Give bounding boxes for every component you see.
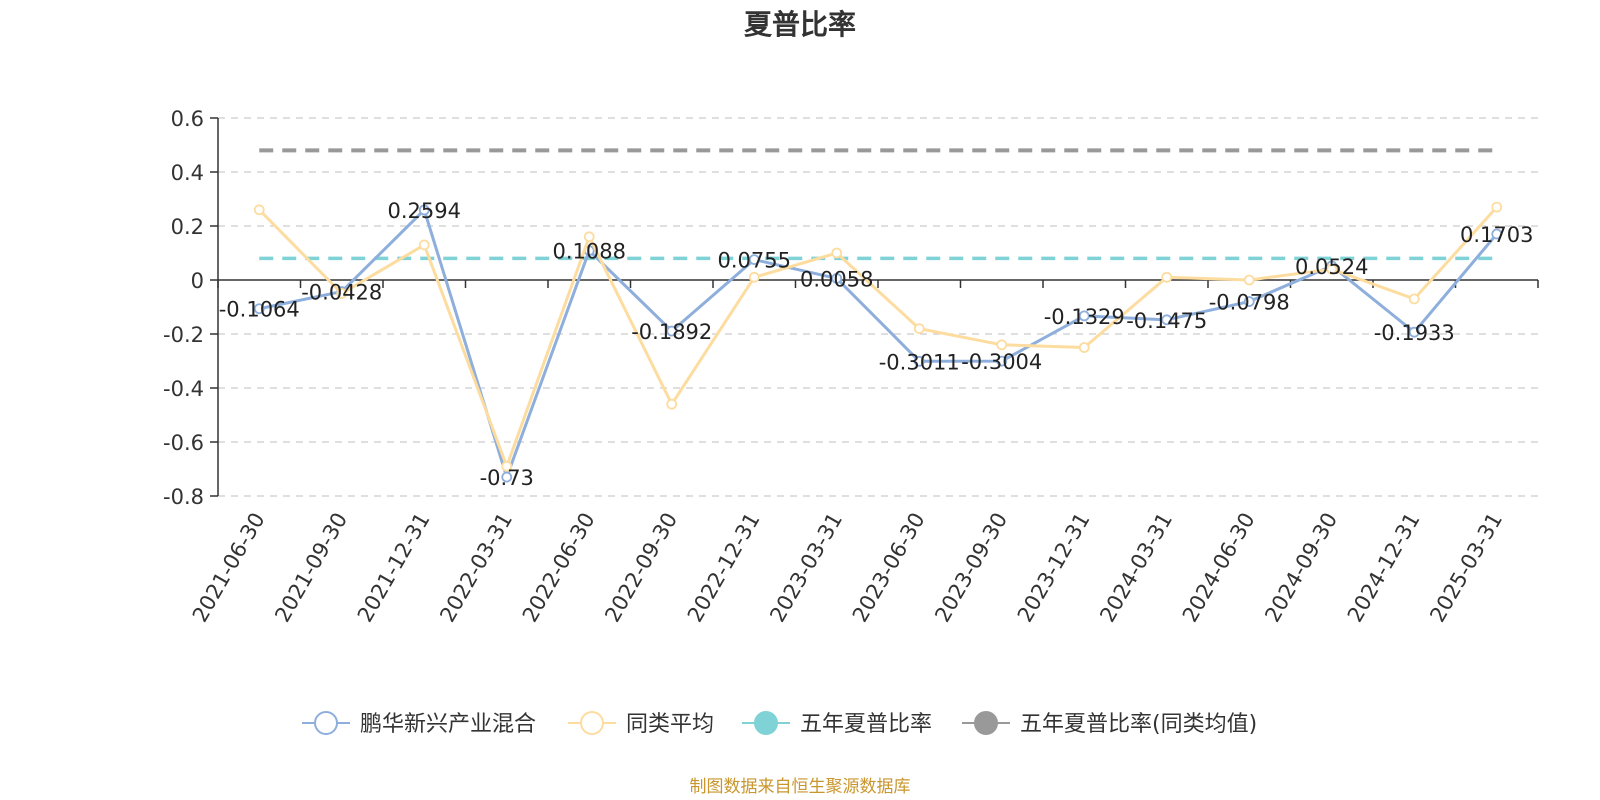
- legend-marker-icon: [974, 711, 998, 735]
- fund-point: [1161, 314, 1173, 326]
- data-label: 0.0058: [800, 267, 873, 291]
- x-tick-label: 2021-06-30: [188, 509, 270, 627]
- data-label: -0.1475: [1126, 309, 1207, 333]
- data-label: -0.73: [480, 466, 534, 490]
- x-tick-label: 2023-09-30: [930, 509, 1012, 627]
- data-label: -0.3011: [879, 350, 960, 374]
- peer-point: [501, 460, 513, 472]
- data-label: 0.1088: [553, 240, 626, 264]
- fund-point: [418, 204, 430, 216]
- peer-point: [913, 323, 925, 335]
- fund-point: [1078, 310, 1090, 322]
- x-tick-label: 2024-03-31: [1095, 509, 1177, 627]
- legend-label: 五年夏普比率(同类均值): [1020, 712, 1257, 737]
- peer-point: [996, 339, 1008, 351]
- peer-point: [666, 398, 678, 410]
- fund-series-line: [258, 208, 1498, 479]
- y-tick-label: 0: [191, 269, 204, 293]
- data-label: -0.1892: [631, 320, 712, 344]
- legend-label: 鹏华新兴产业混合: [360, 712, 536, 737]
- y-grid-lines: [218, 117, 1538, 497]
- y-tick-label: 0.6: [171, 107, 204, 131]
- fund-point: [748, 254, 760, 266]
- legend-marker-icon: [754, 711, 778, 735]
- peer-point: [418, 239, 430, 251]
- source-note: 制图数据来自恒生聚源数据库: [690, 777, 911, 797]
- peer-point: [831, 247, 843, 259]
- data-label: -0.3004: [961, 350, 1042, 374]
- peer-point: [1078, 342, 1090, 353]
- data-label: -0.1933: [1374, 321, 1455, 345]
- fund-point: [831, 273, 843, 284]
- x-tick-label: 2024-09-30: [1260, 509, 1342, 627]
- x-tick-label: 2023-12-31: [1013, 509, 1095, 627]
- data-label: 0.0755: [718, 249, 791, 273]
- legend-label: 五年夏普比率: [800, 712, 932, 737]
- x-tick-label: 2025-03-31: [1425, 509, 1507, 627]
- data-label: -0.1064: [219, 298, 300, 322]
- fund-point: [501, 471, 513, 483]
- x-tick-label: 2021-12-31: [353, 509, 435, 627]
- peer-point: [1408, 293, 1420, 305]
- fund-point: [996, 355, 1008, 367]
- x-tick-label: 2022-03-31: [435, 509, 517, 627]
- x-axis: 2021-06-30 2021-09-30 2021-12-31 2022-03-31…: [188, 279, 1539, 627]
- data-labels: -0.1064-0.0428 0.2594 -0.73 0.1088 -0.1892 0.…: [219, 199, 1534, 490]
- data-label: 0.2594: [388, 199, 461, 223]
- data-label: -0.0428: [301, 281, 382, 305]
- x-tick-label: 2022-09-30: [600, 509, 682, 627]
- peer-point: [253, 204, 265, 216]
- x-tick-label: 2023-03-31: [765, 509, 847, 627]
- data-label: -0.1329: [1044, 305, 1125, 329]
- data-label: 0.0524: [1295, 255, 1368, 279]
- series-lines: [253, 201, 1503, 483]
- data-label: 0.1703: [1460, 223, 1533, 247]
- fund-point: [913, 355, 925, 367]
- legend-marker-icon: [314, 711, 338, 735]
- peer-point: [1491, 201, 1503, 213]
- y-tick-label: -0.4: [163, 377, 204, 401]
- fund-point: [666, 325, 678, 337]
- y-tick-label: -0.8: [163, 485, 204, 509]
- data-label: -0.0798: [1209, 291, 1290, 315]
- y-tick-label: 0.2: [171, 215, 204, 239]
- peer-point: [336, 288, 348, 299]
- peer-series-line: [258, 206, 1498, 468]
- x-tick-label: 2024-06-30: [1178, 509, 1260, 627]
- y-tick-label: -0.6: [163, 431, 204, 455]
- x-tick-label: 2022-12-31: [683, 509, 765, 627]
- peer-point: [1161, 271, 1173, 283]
- fund-point: [1491, 228, 1503, 240]
- legend-marker-icon: [580, 711, 604, 735]
- fund-point: [1243, 296, 1255, 307]
- legend[interactable]: 鹏华新兴产业混合 同类平均 五年夏普比率 五年夏普比率(同类均值): [302, 711, 1257, 737]
- y-axis: 0.6 0.4 0.2 0 -0.2 -0.4 -0.6 -0.8: [163, 107, 219, 509]
- fund-point: [253, 303, 265, 315]
- peer-point: [583, 231, 595, 243]
- peer-point: [1326, 263, 1338, 275]
- peer-point: [748, 271, 760, 283]
- y-tick-label: 0.4: [171, 161, 204, 185]
- x-tick-label: 2023-06-30: [848, 509, 930, 627]
- y-tick-label: -0.2: [163, 323, 204, 347]
- x-tick-label: 2021-09-30: [270, 509, 352, 627]
- x-tick-label: 2024-12-31: [1343, 509, 1425, 627]
- chart-title: 夏普比率: [744, 8, 856, 41]
- x-tick-label: 2022-06-30: [518, 509, 600, 627]
- legend-label: 同类平均: [626, 712, 714, 737]
- peer-point: [1243, 274, 1255, 286]
- fund-point: [1408, 326, 1420, 338]
